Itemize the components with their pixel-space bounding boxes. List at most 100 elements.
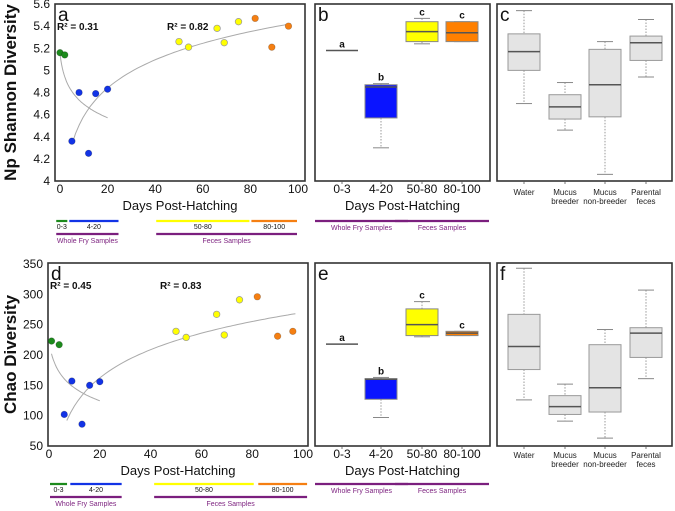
- panel-b: b 0-3 a 4-20 b 50-80 c 80-100 c Days Post-Hatchin…: [314, 3, 491, 232]
- plot-frame: [47, 262, 309, 447]
- range-label: 0-3: [53, 487, 63, 494]
- data-point-80-100: [284, 22, 293, 30]
- category-label: Mucus: [553, 451, 577, 460]
- data-point-80-100: [251, 14, 259, 23]
- significance-letter: b: [378, 73, 384, 84]
- panel-letter: b: [318, 5, 329, 26]
- box-0: [507, 267, 541, 401]
- category-label: 80-100: [443, 182, 481, 196]
- data-point-4-20: [60, 410, 68, 419]
- box-1: b: [364, 366, 398, 418]
- category-label: Mucus: [553, 188, 577, 197]
- sample-label: Whole Fry Samples: [331, 225, 393, 232]
- y-tick-label: 5.2: [33, 41, 50, 55]
- category-label: non-breeder: [583, 460, 627, 469]
- range-label: 50-80: [195, 487, 213, 494]
- category-label: 4-20: [369, 182, 393, 196]
- data-point-50-80: [234, 18, 243, 26]
- plot-frame: [496, 3, 673, 182]
- data-point-50-80: [235, 296, 244, 304]
- panel-a: a 4 4.2 4.4 4.6 4.8 5 5.2 5.4 5.6 0 20 40 60 80 100 Np S…: [1, 0, 308, 245]
- data-point-80-100: [273, 332, 282, 340]
- iqr-box: [364, 84, 398, 119]
- box-0: a: [326, 333, 358, 345]
- plot-frame: [496, 262, 673, 447]
- sample-label: Feces Samples: [202, 238, 251, 245]
- box-1: [548, 383, 582, 422]
- box-3: c: [445, 320, 479, 337]
- data-point-80-100: [253, 293, 261, 301]
- category-label: Parental: [631, 451, 661, 460]
- category-label: feces: [636, 197, 655, 206]
- data-point-4-20: [103, 85, 112, 93]
- plot-frame: [314, 262, 491, 447]
- data-point-4-20: [68, 377, 76, 385]
- data-point-0-3: [47, 337, 56, 345]
- significance-letter: b: [378, 366, 384, 377]
- box-3: [629, 289, 663, 380]
- r-squared-label: R² = 0.83: [160, 281, 202, 292]
- y-tick-label: 200: [23, 348, 43, 362]
- data-point-4-20: [85, 381, 94, 389]
- x-axis-title: Days Post-Hatching: [121, 463, 236, 478]
- x-tick-label: 60: [195, 447, 209, 461]
- sample-label: Feces Samples: [418, 488, 467, 495]
- y-tick-label: 100: [23, 409, 43, 423]
- panel-letter: f: [500, 264, 506, 285]
- range-label: 0-3: [57, 224, 67, 231]
- range-label: 4-20: [87, 224, 101, 231]
- y-axis-title: Chao Diversity: [1, 294, 20, 414]
- box-0: [507, 10, 541, 105]
- data-point-4-20: [92, 89, 100, 98]
- data-point-50-80: [220, 331, 228, 339]
- data-point-4-20: [75, 88, 83, 97]
- significance-letter: a: [339, 39, 345, 50]
- plot-frame: [54, 3, 306, 182]
- x-axis-title: Days Post-Hatching: [345, 463, 460, 478]
- y-tick-label: 4.8: [33, 86, 50, 100]
- sample-label: Whole Fry Samples: [57, 238, 119, 245]
- category-label: 0-3: [333, 447, 351, 461]
- box-0: a: [326, 39, 358, 52]
- data-point-80-100: [289, 327, 297, 335]
- box-2: c: [405, 291, 439, 338]
- category-label: breeder: [551, 460, 579, 469]
- category-label: Parental: [631, 188, 661, 197]
- category-label: feces: [636, 460, 655, 469]
- r-squared-label: R² = 0.45: [50, 281, 92, 292]
- y-tick-label: 4: [43, 174, 50, 188]
- x-tick-label: 40: [149, 182, 163, 196]
- panel-letter: a: [58, 5, 69, 26]
- category-label: Water: [513, 188, 534, 197]
- box-3: [629, 18, 663, 78]
- x-tick-label: 0: [46, 447, 53, 461]
- category-label: Water: [513, 451, 534, 460]
- fit-curve: [59, 53, 108, 119]
- data-point-50-80: [182, 333, 190, 342]
- panel-e: e 0-3 a 4-20 b 50-80 c 80-100 c Days Post-Hatchin…: [314, 262, 491, 495]
- panel-letter: c: [500, 5, 510, 26]
- panel-letter: e: [318, 264, 329, 285]
- r-squared-label: R² = 0.31: [57, 22, 99, 33]
- data-point-4-20: [78, 420, 86, 428]
- panel-letter: d: [51, 264, 62, 285]
- data-point-50-80: [220, 39, 228, 47]
- x-tick-label: 20: [101, 182, 115, 196]
- x-tick-label: 100: [288, 182, 308, 196]
- y-tick-label: 4.4: [33, 130, 50, 144]
- plot-frame: [314, 3, 491, 182]
- data-point-50-80: [212, 310, 221, 319]
- range-label: 80-100: [272, 487, 294, 494]
- iqr-box: [548, 395, 582, 415]
- category-label: 0-3: [333, 182, 351, 196]
- significance-letter: c: [459, 320, 465, 331]
- range-label: 4-20: [89, 487, 103, 494]
- category-label: 50-80: [407, 182, 438, 196]
- sample-label: Feces Samples: [206, 501, 255, 508]
- data-point-4-20: [68, 137, 76, 145]
- y-tick-label: 50: [30, 439, 44, 453]
- data-point-50-80: [213, 24, 221, 32]
- category-label: breeder: [551, 197, 579, 206]
